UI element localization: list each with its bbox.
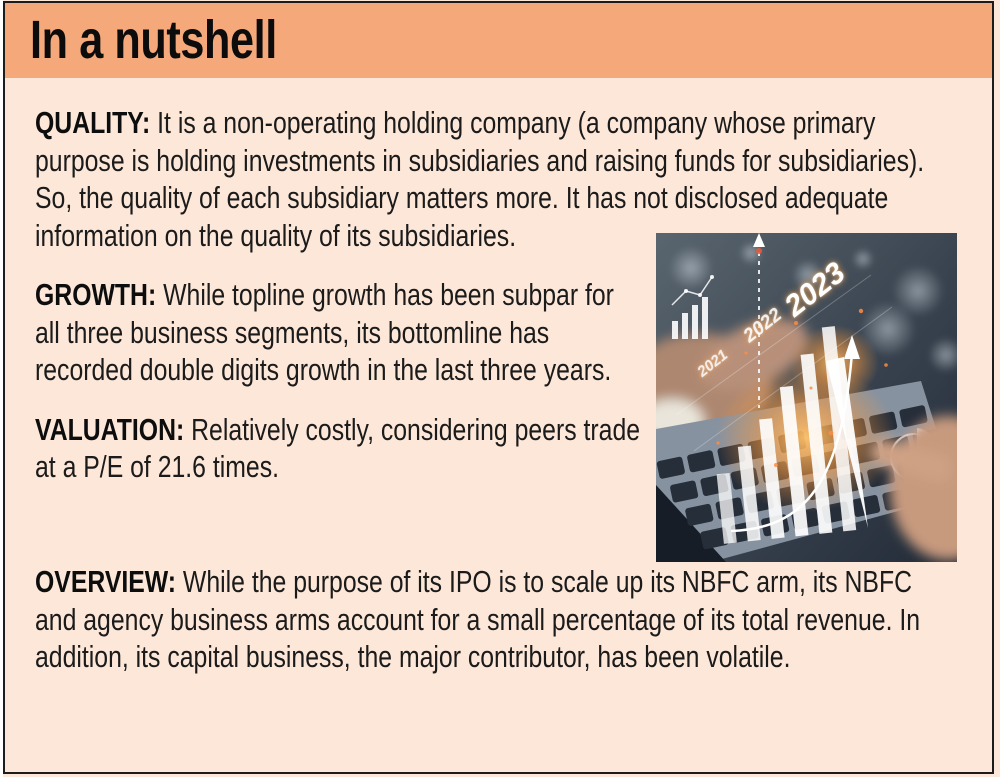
right-hand	[870, 416, 957, 560]
stock-photo-art	[656, 233, 957, 562]
page-title: In a nutshell	[30, 10, 277, 70]
orange-glow	[716, 363, 896, 513]
section-text-valuation: Relatively costly, considering peers tra…	[35, 411, 641, 485]
pointer-wedge	[826, 357, 868, 528]
section-label-growth: GROWTH:	[35, 277, 157, 312]
section-quality: QUALITY: It is a non-operating holding c…	[35, 104, 952, 254]
section-growth: GROWTH: While topline growth has been su…	[35, 276, 952, 389]
section-overview: OVERVIEW: While the purpose of its IPO i…	[35, 563, 952, 676]
section-label-overview: OVERVIEW:	[35, 564, 177, 599]
bar-chart-icon	[671, 275, 714, 339]
section-valuation: VALUATION: Relatively costly, considerin…	[35, 411, 952, 486]
bokeh-lights	[669, 241, 957, 373]
dashed-target-line-icon	[753, 233, 765, 408]
header-bar	[5, 3, 992, 78]
spark-particles	[716, 308, 888, 467]
paper-edge-strip	[0, 0, 3, 777]
section-text-overview: While the purpose of its IPO is to scale…	[35, 564, 921, 674]
stock-photo-laptop-growth-chart: 2021 2022 2023	[656, 233, 957, 562]
article-text-column: QUALITY: It is a non-operating holding c…	[35, 104, 952, 676]
section-label-valuation: VALUATION:	[35, 411, 185, 447]
section-text-quality: It is a non-operating holding company (a…	[35, 105, 925, 253]
rising-arrow-icon	[730, 335, 860, 533]
section-label-quality: QUALITY:	[35, 105, 151, 140]
faint-grid-lines	[675, 274, 893, 452]
infographic-frame	[3, 1, 994, 774]
section-text-growth: While topline growth has been subpar for…	[35, 277, 614, 387]
